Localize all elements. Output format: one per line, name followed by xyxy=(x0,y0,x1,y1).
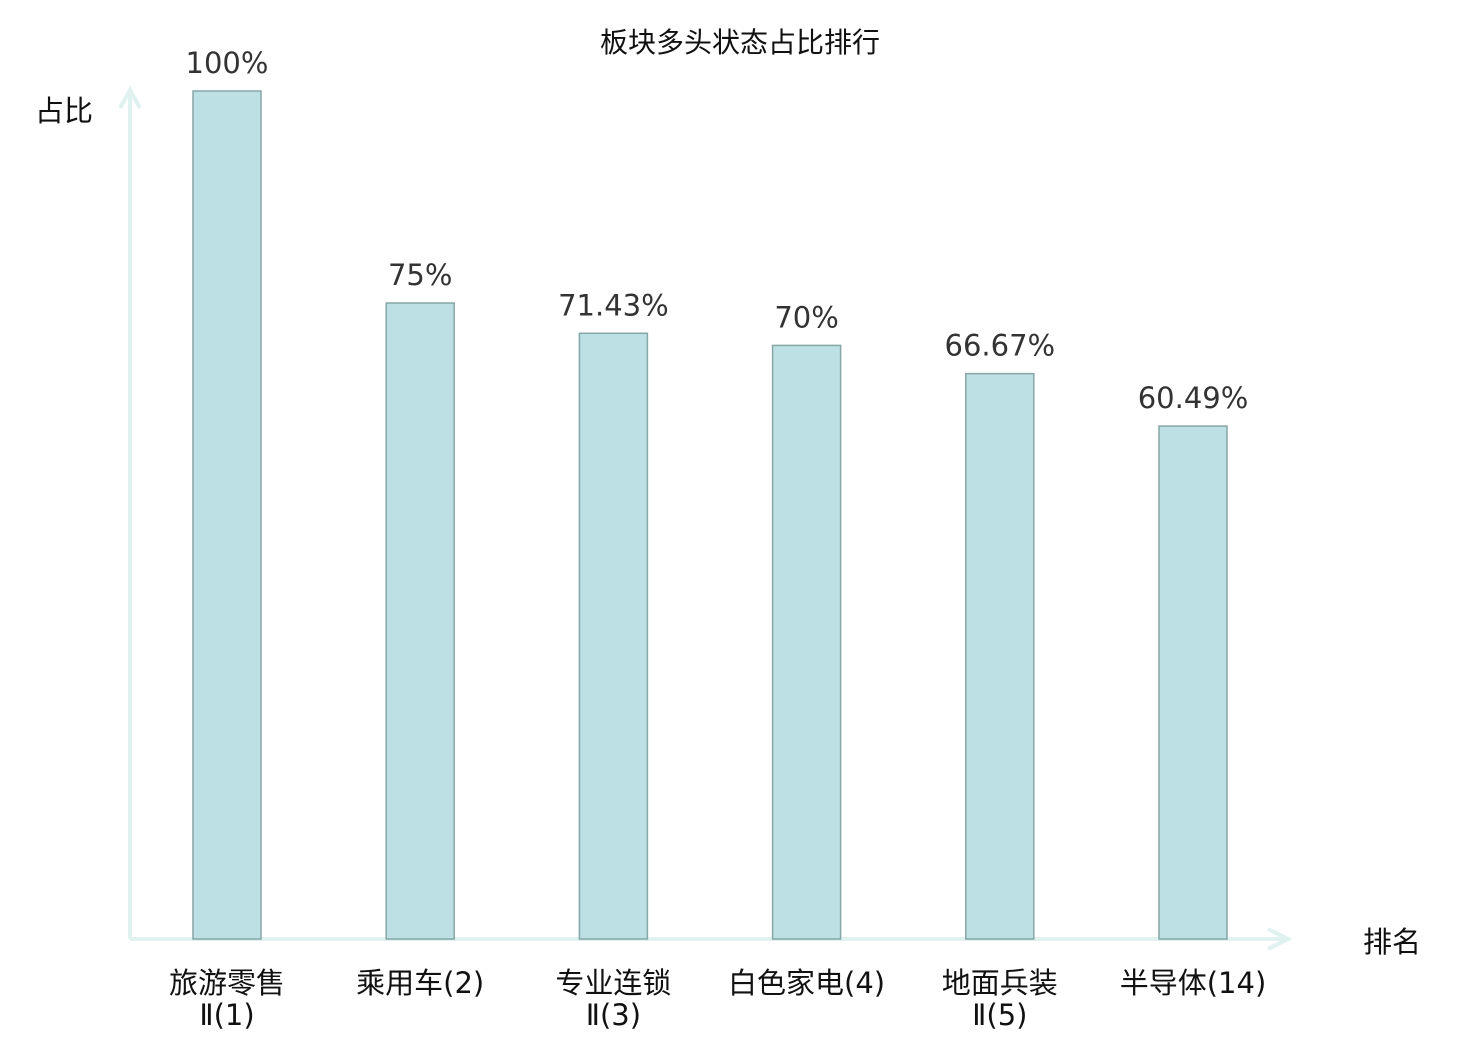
data-label: 71.43% xyxy=(558,288,669,322)
data-label: 75% xyxy=(388,258,452,292)
x-tick-label: Ⅱ(3) xyxy=(586,998,641,1032)
y-axis-arrow xyxy=(118,85,142,109)
x-tick-label: Ⅱ(5) xyxy=(972,998,1027,1032)
data-label: 66.67% xyxy=(945,329,1056,363)
x-tick-label: Ⅱ(1) xyxy=(199,998,254,1032)
chart-title: 板块多头状态占比排行 xyxy=(600,26,880,59)
bar xyxy=(1158,425,1228,940)
data-label: 70% xyxy=(774,300,838,334)
data-label: 60.49% xyxy=(1138,381,1249,415)
x-axis-label: 排名 xyxy=(1363,925,1421,959)
bar xyxy=(385,302,455,940)
x-tick-label: 乘用车(2) xyxy=(356,966,484,1000)
x-tick-label: 半导体(14) xyxy=(1120,966,1267,1000)
bar xyxy=(965,372,1035,940)
y-axis-label: 占比 xyxy=(35,94,93,128)
bar xyxy=(192,90,262,940)
data-label: 100% xyxy=(186,46,269,80)
x-tick-label: 白色家电(4) xyxy=(728,966,885,1000)
x-tick-label: 旅游零售 xyxy=(169,966,285,1000)
x-axis-arrow xyxy=(1267,927,1293,951)
x-tick-label: 专业连锁 xyxy=(555,966,671,1000)
bar xyxy=(771,344,842,940)
bar xyxy=(578,332,649,940)
axes xyxy=(118,85,1293,951)
x-tick-label: 地面兵装 xyxy=(942,966,1058,1000)
